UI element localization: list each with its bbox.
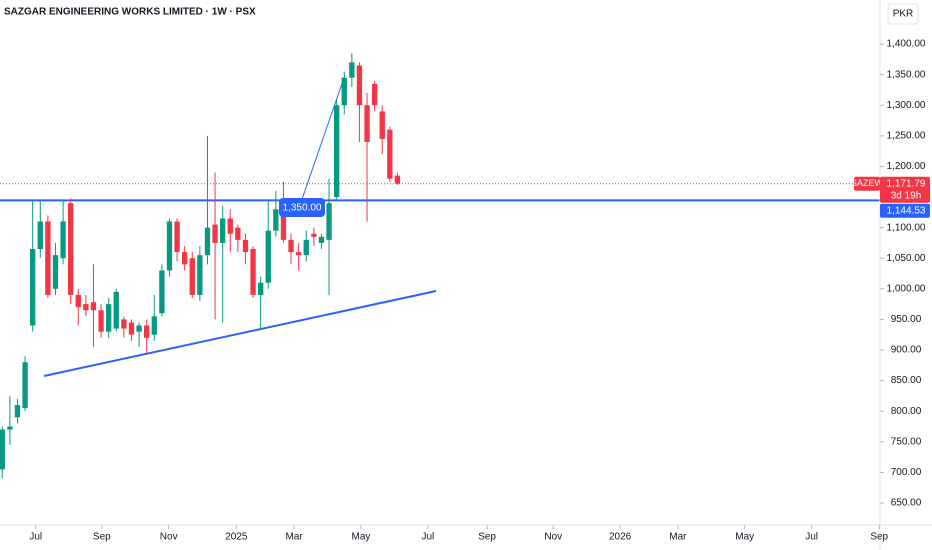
candle-body <box>311 233 317 237</box>
x-tick-label: Jul <box>421 532 434 543</box>
candle-body <box>341 77 347 106</box>
candle-body <box>45 221 51 295</box>
candle-body <box>113 291 119 329</box>
candle-body <box>90 302 97 311</box>
x-tick-label: Mar <box>669 532 687 543</box>
y-tick-label: 1,200.00 <box>887 161 926 172</box>
candle-body <box>197 255 203 295</box>
y-tick-label: 1,000.00 <box>887 283 926 294</box>
y-tick-label: 850.00 <box>891 375 922 386</box>
candle-body <box>265 230 271 283</box>
x-tick-label: Mar <box>285 532 303 543</box>
x-tick-label: Nov <box>544 532 562 543</box>
last-price-tag <box>880 176 930 203</box>
candle-body <box>364 105 370 142</box>
candle-body <box>273 209 279 231</box>
candle-body <box>128 322 135 335</box>
candle-body <box>144 325 150 338</box>
x-tick-label: Sep <box>478 532 496 543</box>
x-tick-label: Jul <box>805 532 818 543</box>
symbol-tag-label: SAZEW <box>851 178 884 188</box>
candle-body <box>22 362 28 409</box>
candle-body <box>189 258 195 295</box>
candle-body <box>7 426 13 430</box>
candle-body <box>288 239 294 253</box>
candle-body <box>326 203 332 240</box>
candle-body <box>303 239 309 256</box>
trend-line[interactable] <box>299 74 346 206</box>
currency-box[interactable] <box>887 3 919 25</box>
candle-body <box>98 310 104 332</box>
candle-body <box>235 227 241 240</box>
candle-body <box>166 221 173 271</box>
x-tick-label: May <box>735 532 754 543</box>
y-tick-label: 1,300.00 <box>887 100 926 111</box>
x-tick-label: Nov <box>160 532 178 543</box>
x-tick-label: May <box>352 532 371 543</box>
candle-body <box>394 175 401 184</box>
y-tick-label: 1,350.00 <box>887 69 926 80</box>
candle-body <box>0 429 5 470</box>
x-tick-label: Sep <box>93 532 111 543</box>
candle-body <box>257 282 264 295</box>
candle-body <box>212 224 218 243</box>
plot <box>0 53 880 479</box>
currency: PKR <box>893 9 914 20</box>
x-tick-label: Jul <box>29 532 42 543</box>
candle-body <box>136 325 142 332</box>
annotation: 1,350.00 <box>283 203 322 214</box>
candle-body <box>333 105 340 198</box>
candle-body <box>106 304 112 332</box>
y-tick-label: 750.00 <box>891 436 922 447</box>
annotation-box[interactable] <box>279 198 325 217</box>
candle-body <box>242 239 249 253</box>
y-tick-label: 1,250.00 <box>887 130 926 141</box>
candle-body <box>182 252 188 265</box>
y-tick-label: 950.00 <box>891 314 922 325</box>
candle-body <box>379 111 385 139</box>
y-tick-label: 1,100.00 <box>887 222 926 233</box>
candle-body <box>356 65 363 106</box>
candle-body <box>159 270 165 314</box>
candle-body <box>30 249 36 326</box>
last-price-label: 1,171.79 <box>887 178 926 189</box>
candle-body <box>68 203 74 295</box>
x-tick-label: 2026 <box>609 532 632 543</box>
candle-body <box>52 255 59 289</box>
candle-body <box>37 221 43 250</box>
candle-body <box>75 294 81 308</box>
candle-body <box>220 218 226 243</box>
candle-body <box>14 405 21 418</box>
x-tick-label: 2025 <box>225 532 248 543</box>
symbol-tag <box>854 176 880 191</box>
candle-body <box>174 221 180 253</box>
y-tick-label: 900.00 <box>891 345 922 356</box>
candle-body <box>60 221 66 259</box>
y-tick-label: 650.00 <box>891 498 922 509</box>
candle-body <box>151 316 157 335</box>
y-tick-label: 800.00 <box>891 406 922 417</box>
candle-body <box>250 249 256 295</box>
candle-body <box>227 218 233 234</box>
candle-body <box>121 319 127 329</box>
chart-title: SAZGAR ENGINEERING WORKS LIMITED · 1W · … <box>4 7 256 18</box>
trend-line[interactable] <box>43 290 437 377</box>
candle-body <box>318 236 325 243</box>
y-tick-label: 1,400.00 <box>887 39 926 50</box>
candle-body <box>349 62 355 78</box>
candle-body <box>387 129 393 179</box>
candle-body <box>204 227 211 256</box>
y-tick-label: 700.00 <box>891 467 922 478</box>
x-tick-label: Sep <box>870 532 888 543</box>
horizontal-line-label: 1,144.53 <box>887 205 926 216</box>
horizontal-line-tag <box>880 203 930 218</box>
candle-body <box>83 304 89 311</box>
y-tick-label: 1,050.00 <box>887 253 926 264</box>
candle-body <box>280 209 287 240</box>
candle-body <box>295 252 302 256</box>
candle-body <box>371 83 378 106</box>
countdown-label: 3d 19h <box>891 190 922 201</box>
